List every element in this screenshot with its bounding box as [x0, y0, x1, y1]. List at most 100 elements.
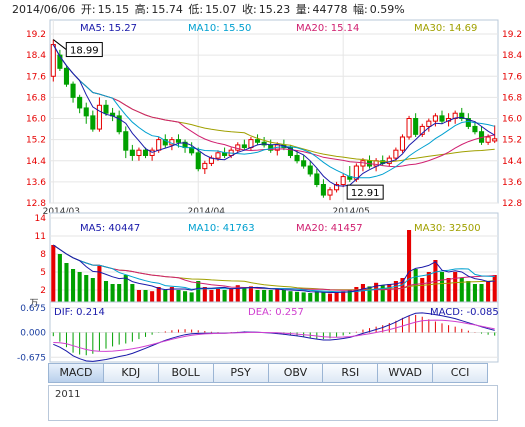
volume-bar [90, 278, 95, 302]
volume-bar [215, 288, 221, 302]
close-value: 15.23 [258, 3, 291, 16]
ma5-legend: MA5: 15.27 [80, 23, 137, 34]
volume-bar [222, 290, 227, 302]
volume-bar [275, 288, 280, 302]
candle-body [465, 118, 471, 127]
volume-bar [387, 284, 392, 302]
candle-body [485, 136, 491, 143]
candle-body [334, 184, 340, 191]
tab-obv[interactable]: OBV [267, 363, 323, 383]
candle-body [314, 173, 320, 186]
candle-body [83, 107, 89, 117]
macd-ytick: 0.675 [20, 304, 46, 314]
volume-ytick: 14 [35, 214, 47, 224]
candle-body [136, 149, 142, 156]
change-value: 0.59% [369, 3, 405, 16]
price-ytick-right: 17.6 [502, 72, 522, 82]
price-ytick-left: 14.4 [26, 157, 46, 167]
volume-bar [347, 290, 352, 302]
volume-bar [374, 282, 379, 302]
candle-body [426, 120, 432, 127]
price-ytick-left: 16.0 [26, 115, 46, 125]
tab-rsi[interactable]: RSI [322, 363, 378, 383]
volume-bar [57, 254, 62, 302]
dif-line [53, 312, 495, 362]
macd-ytick: 0.000 [20, 329, 46, 339]
tab-macd[interactable]: MACD [48, 363, 103, 383]
volume-bar [163, 290, 168, 302]
tab-kdj[interactable]: KDJ [102, 363, 158, 383]
min-price-box [346, 184, 384, 200]
price-ytick-left: 19.2 [26, 30, 46, 40]
tab-boll[interactable]: BOLL [157, 363, 213, 383]
candle-body [63, 67, 70, 85]
ma10-legend: MA10: 15.50 [188, 23, 251, 34]
candle-body [459, 112, 465, 119]
volume-bar [189, 292, 194, 302]
volume-bar [486, 281, 491, 302]
volume-bar [143, 290, 148, 302]
candle-body [195, 152, 201, 170]
candle-body [149, 149, 155, 156]
volume-bar [492, 275, 497, 302]
volume-bar [426, 272, 431, 302]
volume-bar [183, 291, 188, 302]
price-ytick-right: 14.4 [502, 157, 522, 167]
volume-bar [407, 230, 412, 302]
candle-body [175, 139, 182, 143]
time-navigator[interactable]: 2011 [48, 385, 498, 421]
volume-bar [308, 293, 313, 302]
tab-psy[interactable]: PSY [212, 363, 268, 383]
volume-bar [150, 291, 155, 302]
ma5-line [52, 44, 495, 187]
candle-body [327, 189, 333, 196]
ma20-legend: MA20: 15.14 [296, 23, 359, 34]
candle-body [307, 165, 313, 175]
volume-bar [136, 290, 141, 302]
volume-bar [314, 291, 319, 302]
candle-body [413, 118, 419, 135]
price-ytick-left: 12.8 [26, 199, 46, 209]
ma10-line [52, 44, 495, 179]
volume-bar [110, 284, 115, 302]
candle-body [248, 139, 254, 149]
candle-body [254, 139, 261, 143]
tab-wvad[interactable]: WVAD [377, 363, 433, 383]
candle-body [57, 54, 63, 69]
price-ytick-right: 18.4 [502, 51, 522, 61]
volume-bar [439, 272, 445, 302]
volume-unit: 万 [29, 299, 38, 309]
price-ytick-left: 18.4 [26, 51, 46, 61]
volume-bar [242, 287, 247, 302]
volume-bar [209, 290, 214, 302]
candle-body [340, 176, 346, 186]
open-label: 开: [80, 3, 96, 16]
candle-body [294, 154, 300, 162]
candle-body [287, 147, 294, 156]
dea-legend: DEA: 0.257 [248, 307, 304, 318]
max-price-label: 18.99 [70, 46, 99, 57]
dea-line [53, 319, 495, 352]
tab-cci[interactable]: CCI [432, 363, 488, 383]
volume-bar [367, 286, 372, 302]
volume-bar [420, 278, 425, 302]
ma20-line [52, 44, 495, 168]
close-label: 收: [242, 3, 257, 16]
price-xtick: 2014/05 [332, 207, 369, 217]
candle-body [439, 115, 445, 122]
candle-body [393, 149, 399, 159]
candle-body [215, 152, 221, 159]
candle-body [50, 44, 56, 77]
price-ytick-right: 16.8 [502, 93, 522, 103]
volume-bar [341, 291, 346, 302]
open-value: 15.15 [97, 3, 130, 16]
dif-legend: DIF: 0.214 [54, 307, 105, 318]
candle-body [116, 115, 122, 133]
candle-body [103, 104, 109, 114]
volume-bar [262, 290, 267, 302]
candle-body [301, 160, 307, 167]
candle-body [129, 149, 135, 156]
volume-bar [64, 263, 69, 302]
price-ytick-left: 15.2 [26, 136, 46, 146]
